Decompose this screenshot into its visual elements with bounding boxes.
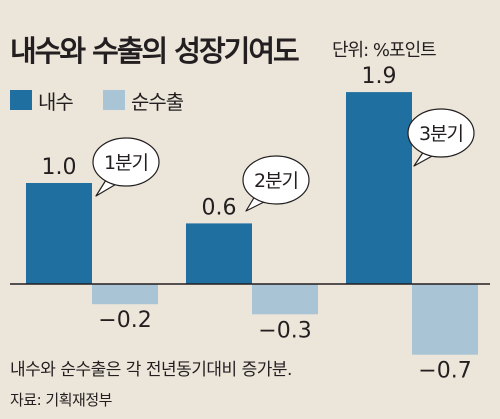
bar-domestic-1 [26,183,92,284]
legend-item-domestic: 내수 [10,88,74,114]
chart-title: 내수와 수출의 성장기여도 [10,34,300,68]
data-label-domestic-3: 1.9 [362,64,397,89]
bar-net-exports-2 [252,284,318,315]
bar-domestic-2 [186,223,252,284]
footnote: 내수와 순수출은 각 전년동기대비 증가분. [10,360,292,380]
legend-label-net-exports: 순수출 [131,89,184,114]
bar-net-exports-3 [412,284,478,355]
callout-bubble-1 [92,137,160,187]
category-label-1: 1분기 [104,152,148,174]
data-label-domestic-1: 1.0 [42,155,77,180]
data-label-net-exports-2: −0.3 [258,318,311,343]
category-label-2: 2분기 [254,170,298,192]
legend-item-net-exports: 순수출 [103,88,184,114]
bar-net-exports-1 [92,284,158,305]
legend-swatch-net-exports [103,90,125,110]
callout-bubble-2 [242,155,310,205]
callout-bubble-3 [407,108,475,158]
source-note: 자료: 기획재정부 [10,391,112,409]
legend-swatch-domestic [10,90,32,110]
data-label-domestic-2: 0.6 [202,195,237,220]
bar-domestic-3 [346,92,412,284]
legend-label-domestic: 내수 [38,89,74,114]
data-label-net-exports-3: −0.7 [418,359,471,384]
category-label-3: 3분기 [419,123,463,145]
unit-label: 단위: %포인트 [332,40,437,61]
data-label-net-exports-1: −0.2 [98,308,151,333]
